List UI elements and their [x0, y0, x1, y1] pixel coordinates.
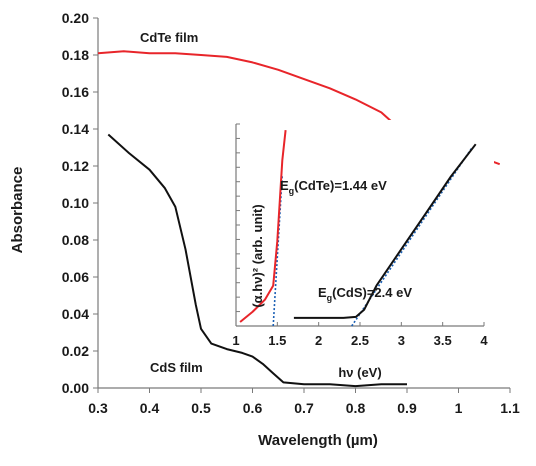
x-tick-label: 0.4	[140, 400, 160, 416]
eg-cdte-E: E	[280, 178, 289, 193]
inset-background	[228, 120, 494, 340]
x-tick-label: 0.8	[346, 400, 366, 416]
y-tick-label: 0.02	[62, 343, 89, 359]
inset-y-axis-title: (α.hν)² (arb. unit)	[250, 204, 265, 307]
y-tick-label: 0.04	[62, 306, 89, 322]
eg-cds-annotation: Eg(CdS)=2.4 eV	[318, 285, 412, 303]
eg-cdte-annotation: Eg(CdTe)=1.44 eV	[280, 178, 387, 196]
eg-cds-subscript: g	[327, 293, 333, 303]
y-tick-label: 0.10	[62, 195, 89, 211]
inset-x-tick-label: 3	[398, 333, 405, 348]
y-tick-label: 0.00	[62, 380, 89, 396]
cdte-bandgap-fit-line	[272, 174, 284, 327]
y-axis-title: Absorbance	[9, 167, 26, 254]
x-tick-label: 0.5	[191, 400, 211, 416]
inset-x-tick-label: 2	[315, 333, 322, 348]
inset-x-tick-label: 1	[232, 333, 239, 348]
x-axis-title: Wavelength (µm)	[258, 432, 378, 449]
inset-cds-line	[293, 143, 477, 319]
cds-series-label: CdS film	[150, 360, 203, 375]
inset-cdte-line	[239, 129, 287, 323]
eg-cds-E: E	[318, 285, 327, 300]
eg-cdte-text: (CdTe)=1.44 eV	[294, 178, 387, 193]
inset-x-tick-label: 2.5	[351, 333, 369, 348]
x-tick-label: 0.9	[397, 400, 417, 416]
inset-series	[239, 129, 477, 327]
cdte-series-label: CdTe film	[140, 30, 198, 45]
x-tick-label: 0.6	[243, 400, 263, 416]
y-tick-label: 0.14	[62, 121, 89, 137]
inset-x-tick-label: 1.5	[268, 333, 286, 348]
cds-film-line	[107, 133, 407, 388]
x-tick-label: 1	[455, 400, 463, 416]
y-tick-label: 0.16	[62, 84, 89, 100]
y-tick-label: 0.20	[62, 10, 89, 26]
x-tick-label: 0.7	[294, 400, 314, 416]
y-tick-label: 0.18	[62, 47, 89, 63]
inset-x-tick-label: 3.5	[434, 333, 452, 348]
x-tick-label: 1.1	[500, 400, 520, 416]
inset-x-tick-label: 4	[480, 333, 488, 348]
eg-cds-text: (CdS)=2.4 eV	[332, 285, 412, 300]
y-tick-label: 0.12	[62, 158, 89, 174]
x-tick-label: 0.3	[88, 400, 108, 416]
main-ticks: 0.00 0.02 0.04 0.06 0.08 0.10 0.12 0.14 0.16 0.18…	[62, 10, 520, 416]
y-tick-label: 0.06	[62, 269, 89, 285]
eg-cdte-subscript: g	[289, 186, 295, 196]
inset-x-axis-title: hν (eV)	[338, 365, 381, 380]
inset-ticks: 1 1.5 2 2.5 3 3.5 4	[232, 123, 488, 348]
y-tick-label: 0.08	[62, 232, 89, 248]
